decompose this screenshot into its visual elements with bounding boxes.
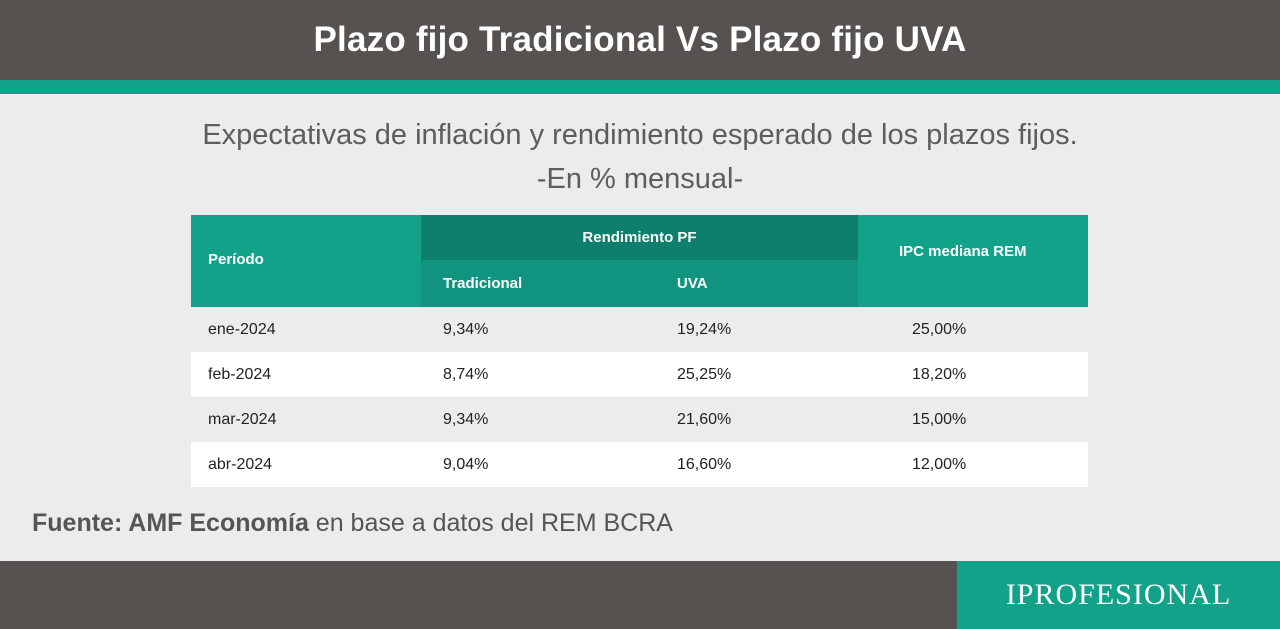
cell-ipc: 18,20%	[912, 365, 967, 383]
source-note: Fuente: AMF Economía en base a datos del…	[32, 509, 673, 538]
cell-uva: 19,24%	[677, 320, 732, 338]
subtitle-line-1: Expectativas de inflación y rendimiento …	[202, 119, 1078, 151]
table-row: mar-2024 9,34% 21,60% 15,00%	[191, 397, 1088, 442]
cell-tradicional: 8,74%	[443, 365, 489, 383]
cell-periodo: abr-2024	[208, 455, 273, 473]
accent-divider	[0, 80, 1280, 94]
data-table: Período Rendimiento PF Tradicional UVA I…	[191, 215, 1088, 487]
table-row: ene-2024 9,34% 19,24% 25,00%	[191, 307, 1088, 352]
page-title: Plazo fijo Tradicional Vs Plazo fijo UVA	[313, 20, 967, 59]
cell-uva: 16,60%	[677, 455, 732, 473]
cell-tradicional: 9,04%	[443, 455, 489, 473]
source-bold: Fuente: AMF Economía	[32, 509, 309, 537]
cell-tradicional: 9,34%	[443, 410, 489, 428]
table-row: abr-2024 9,04% 16,60% 12,00%	[191, 442, 1088, 487]
cell-periodo: feb-2024	[208, 365, 272, 383]
header-tradicional: Tradicional	[443, 275, 523, 292]
subtitle-line-2: -En % mensual-	[536, 163, 744, 195]
header-periodo: Período	[208, 251, 264, 268]
header-uva: UVA	[677, 275, 708, 292]
source-rest: en base a datos del REM BCRA	[308, 509, 673, 537]
cell-periodo: mar-2024	[208, 410, 277, 428]
cell-ipc: 25,00%	[912, 320, 967, 338]
cell-ipc: 12,00%	[912, 455, 967, 473]
header-group-rendimiento: Rendimiento PF	[421, 215, 858, 260]
header-group-subrow	[421, 260, 858, 307]
table-row: feb-2024 8,74% 25,25% 18,20%	[191, 352, 1088, 397]
cell-uva: 25,25%	[677, 365, 732, 383]
brand-box: IPROFESIONAL	[957, 561, 1280, 629]
header-ipc: IPC mediana REM	[899, 243, 1027, 260]
cell-ipc: 15,00%	[912, 410, 967, 428]
cell-tradicional: 9,34%	[443, 320, 489, 338]
table-header: Período Rendimiento PF Tradicional UVA I…	[191, 215, 1088, 307]
cell-uva: 21,60%	[677, 410, 732, 428]
cell-periodo: ene-2024	[208, 320, 276, 338]
header-bar: Plazo fijo Tradicional Vs Plazo fijo UVA	[0, 0, 1280, 80]
brand-logo: IPROFESIONAL	[1005, 578, 1232, 611]
